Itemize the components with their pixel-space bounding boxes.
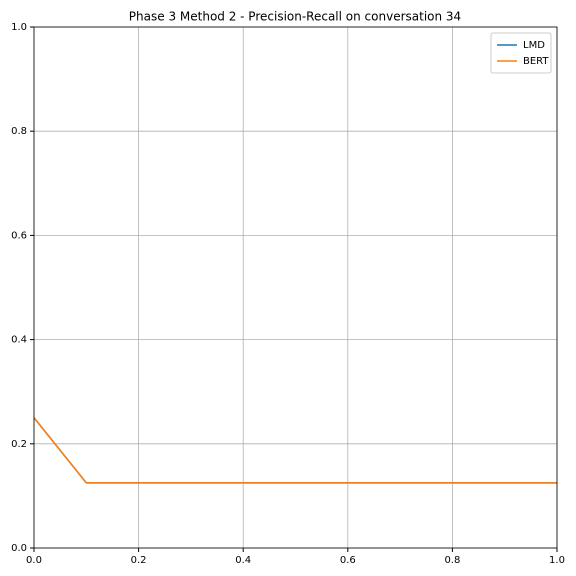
y-tick-label: 0.4 bbox=[11, 335, 27, 346]
x-tick-label: 0.0 bbox=[26, 555, 42, 566]
line bbox=[33, 417, 557, 484]
x-tick-label: 0.8 bbox=[444, 555, 460, 566]
y-tick-label: 0.2 bbox=[11, 439, 27, 450]
y-tick-label: 0.0 bbox=[11, 543, 27, 554]
chart-title: Phase 3 Method 2 - Precision-Recall on c… bbox=[129, 10, 461, 24]
x-tick-label: 0.4 bbox=[235, 555, 251, 566]
x-tick-label: 1.0 bbox=[549, 555, 565, 566]
legend-label: BERT bbox=[523, 56, 549, 67]
plot-frame bbox=[33, 26, 558, 549]
y-tick-label: 0.8 bbox=[11, 126, 27, 137]
legend-box bbox=[490, 32, 552, 74]
x-tick-label: 0.6 bbox=[340, 555, 356, 566]
legend-label: LMD bbox=[523, 40, 545, 51]
y-tick-label: 0.6 bbox=[11, 230, 27, 241]
y-tick-label: 1.0 bbox=[11, 22, 27, 33]
x-tick-label: 0.2 bbox=[131, 555, 147, 566]
